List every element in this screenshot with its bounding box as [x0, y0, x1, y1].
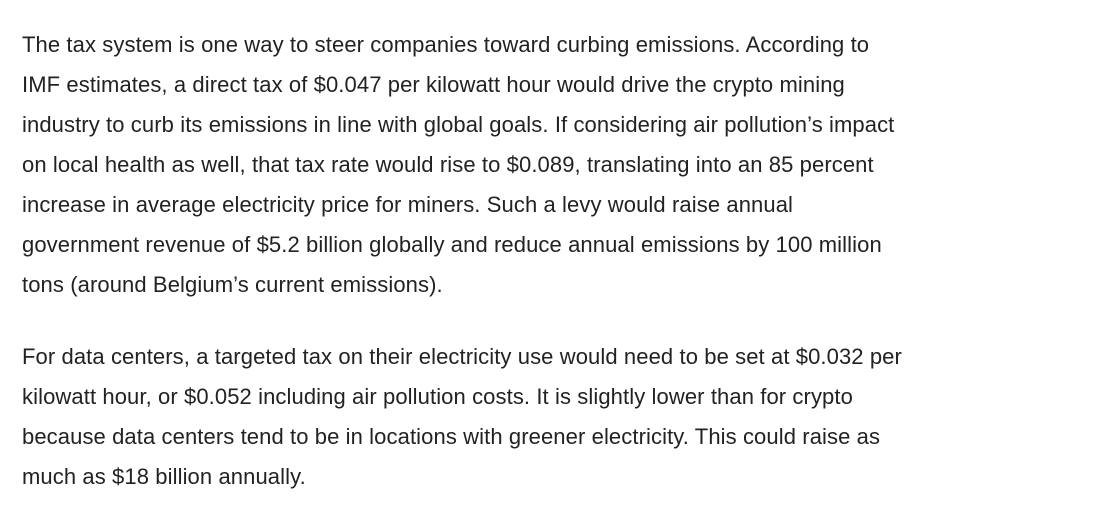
paragraph-crypto-tax: The tax system is one way to steer compa… [22, 25, 894, 305]
paragraph-data-centers-tax: For data centers, a targeted tax on thei… [22, 337, 902, 497]
text-line: The tax system is one way to steer compa… [22, 32, 870, 57]
text-line: kilowatt hour, or $0.052 including air p… [22, 384, 853, 409]
text-line: industry to curb its emissions in line w… [22, 112, 895, 137]
text-line: government revenue of $5.2 billion globa… [22, 232, 882, 257]
text-line: increase in average electricity price fo… [22, 192, 794, 217]
text-line: on local health as well, that tax rate w… [22, 152, 874, 177]
text-line: For data centers, a targeted tax on thei… [22, 344, 902, 369]
text-line: because data centers tend to be in locat… [22, 424, 881, 449]
text-line: much as $18 billion annually. [22, 464, 306, 489]
text-line: IMF estimates, a direct tax of $0.047 pe… [22, 72, 845, 97]
text-line: tons (around Belgium’s current emissions… [22, 272, 443, 297]
